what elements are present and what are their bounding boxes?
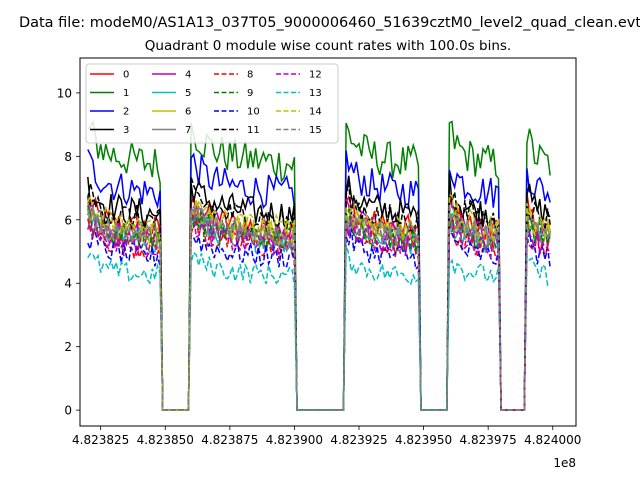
- x-tick-label: 4.823925: [330, 433, 387, 447]
- legend-frame: [85, 63, 339, 144]
- y-tick-label: 8: [64, 150, 72, 164]
- legend-label-3: 3: [123, 125, 129, 136]
- legend-label-10: 10: [247, 107, 260, 118]
- legend-label-14: 14: [309, 107, 322, 118]
- legend-label-4: 4: [185, 70, 191, 81]
- series-line-2: [87, 149, 551, 411]
- legend-label-6: 6: [185, 107, 191, 118]
- plot-area: 4.823825 4.823850 4.823875 4.823900 4.823925…: [57, 57, 581, 470]
- x-tick-label: 4.823850: [137, 433, 194, 447]
- series-line-3: [87, 172, 551, 411]
- legend-label-9: 9: [247, 88, 253, 99]
- series-line-6: [87, 200, 551, 411]
- series-line-4: [87, 198, 551, 411]
- chart-title: Quadrant 0 module wise count rates with …: [145, 38, 511, 54]
- series-line-15: [87, 204, 551, 411]
- legend-label-12: 12: [309, 70, 322, 81]
- series-line-13: [87, 245, 551, 411]
- legend-label-15: 15: [309, 125, 322, 136]
- x-axis: 4.823825 4.823850 4.823875 4.823900 4.823925…: [72, 426, 581, 447]
- series-line-9: [87, 205, 551, 411]
- legend-label-7: 7: [185, 125, 191, 136]
- y-axis: 0 2 4 6 8 10: [57, 86, 80, 418]
- x-tick-label: 4.824000: [524, 433, 581, 447]
- legend-label-13: 13: [309, 88, 322, 99]
- series-layer: [87, 119, 551, 411]
- y-tick-label: 2: [64, 340, 72, 354]
- series-line-10: [87, 228, 551, 411]
- y-tick-label: 4: [64, 277, 72, 291]
- figure-suptitle: Data file: modeM0/AS1A13_037T05_90000064…: [19, 15, 640, 31]
- legend-label-0: 0: [123, 70, 129, 81]
- x-tick-label: 4.823900: [266, 433, 323, 447]
- axes-frame: [79, 57, 577, 427]
- legend-label-8: 8: [247, 70, 253, 81]
- y-tick-label: 0: [64, 404, 72, 418]
- x-tick-label: 4.823875: [201, 433, 258, 447]
- legend-label-1: 1: [123, 88, 129, 99]
- legend-label-2: 2: [123, 107, 129, 118]
- legend-label-11: 11: [247, 125, 260, 136]
- y-tick-label: 10: [57, 86, 72, 100]
- x-tick-label: 4.823825: [72, 433, 129, 447]
- legend-label-5: 5: [185, 88, 191, 99]
- x-tick-label: 4.823950: [395, 433, 452, 447]
- x-offset-label: 1e8: [553, 456, 576, 470]
- x-tick-label: 4.823975: [460, 433, 517, 447]
- y-tick-label: 6: [64, 213, 72, 227]
